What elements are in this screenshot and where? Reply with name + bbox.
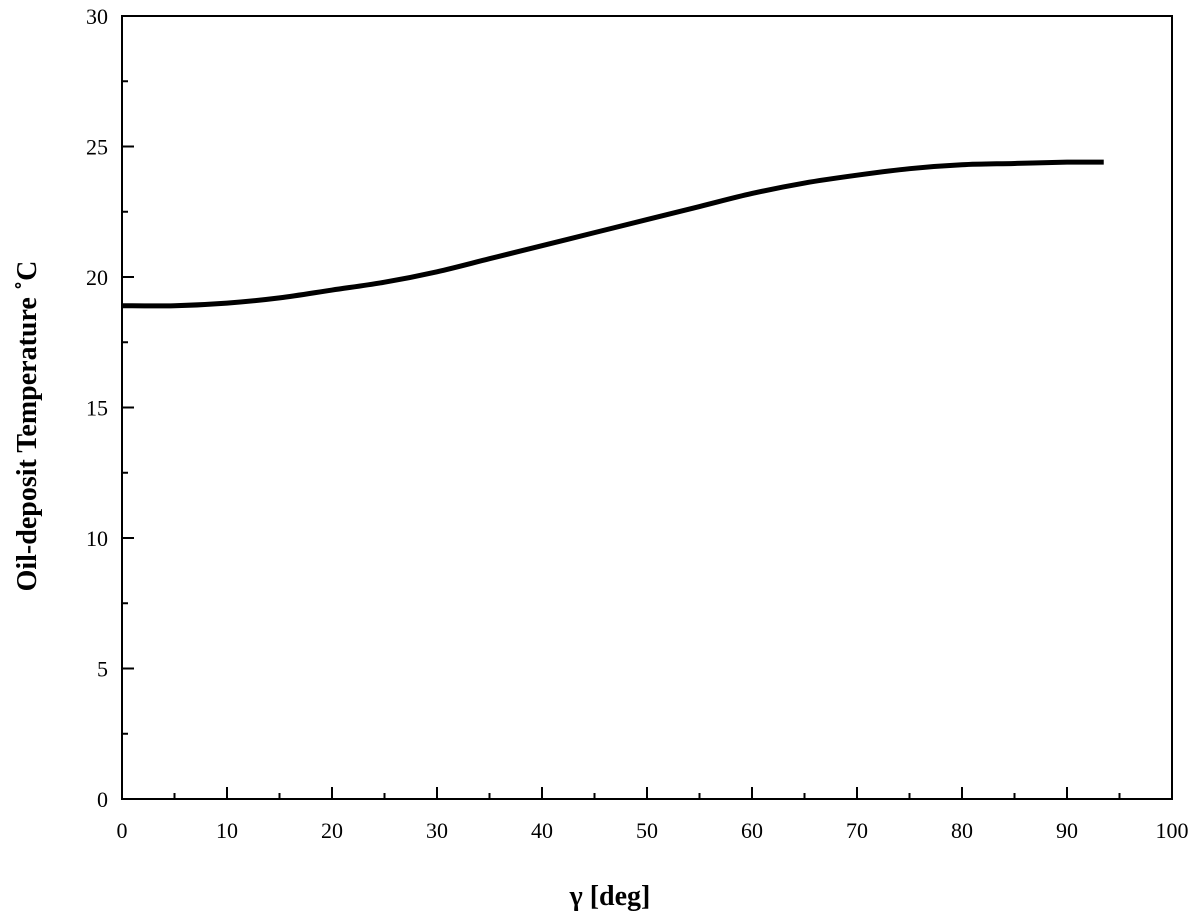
series-layer (121, 159, 1104, 309)
x-tick-label: 20 (321, 818, 343, 843)
plot-frame (121, 15, 1173, 800)
x-tick-label: 80 (951, 818, 973, 843)
y-tick-label: 25 (86, 135, 108, 160)
x-tick-label: 40 (531, 818, 553, 843)
y-tick-label: 15 (86, 396, 108, 421)
x-axis-title: γ [deg] (569, 881, 651, 912)
x-tick-label: 30 (426, 818, 448, 843)
x-tick-label: 100 (1156, 818, 1189, 843)
x-tick-label: 70 (846, 818, 868, 843)
x-tick-label: 10 (216, 818, 238, 843)
series-line (121, 159, 1104, 309)
y-tick-label: 20 (86, 265, 108, 290)
y-axis-title: Oil-deposit Temperature ˚C (12, 261, 43, 592)
y-axis-ticks: 0 5 10 15 20 25 30 (86, 4, 134, 812)
x-tick-label: 0 (117, 818, 128, 843)
y-tick-label: 30 (86, 4, 108, 29)
x-axis-ticks: 0 10 20 30 40 50 60 70 80 90 100 (117, 787, 1189, 843)
x-tick-label: 50 (636, 818, 658, 843)
x-tick-label: 60 (741, 818, 763, 843)
y-tick-label: 5 (97, 657, 108, 682)
y-tick-label: 0 (97, 787, 108, 812)
y-tick-label: 10 (86, 526, 108, 551)
x-tick-label: 90 (1056, 818, 1078, 843)
